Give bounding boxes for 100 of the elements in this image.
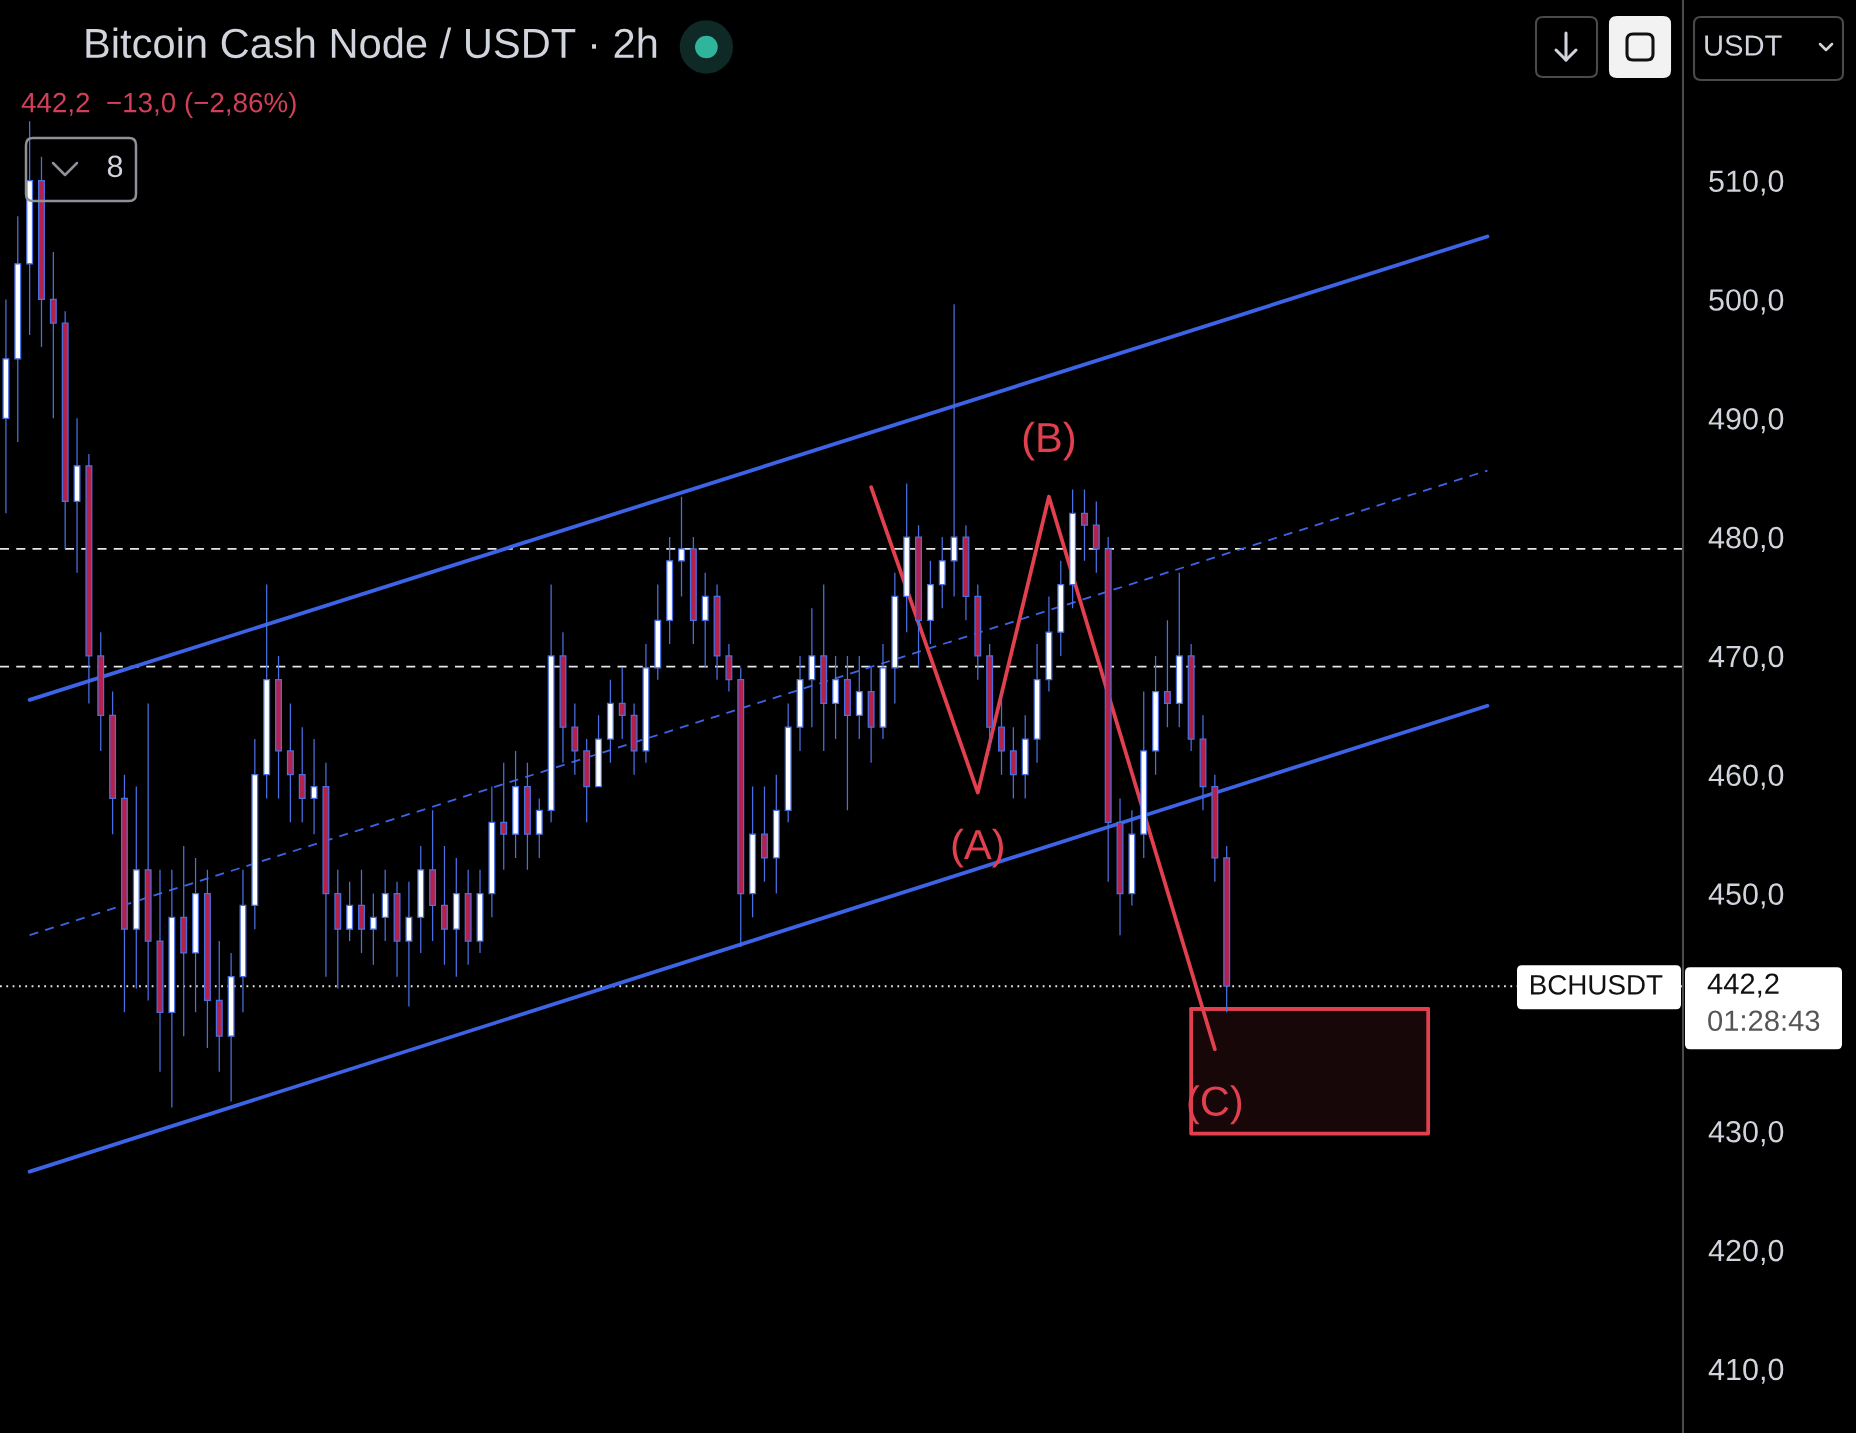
candlestick	[1223, 845, 1231, 1013]
candlestick	[132, 785, 140, 990]
candlestick	[689, 536, 697, 645]
candlestick	[393, 881, 401, 978]
y-tick-label: 510,0	[1709, 170, 1784, 196]
candlestick	[97, 631, 105, 752]
candlestick	[1080, 488, 1088, 562]
candlestick	[405, 881, 413, 1008]
candlestick	[903, 482, 911, 633]
candlestick	[1175, 572, 1183, 728]
candlestick	[938, 536, 946, 609]
text: USDT	[1705, 35, 1782, 56]
candlestick	[203, 869, 211, 1049]
candlestick	[286, 702, 294, 823]
y-tick-label: 480,0	[1708, 526, 1784, 553]
candlestick	[417, 845, 425, 954]
candlestick	[749, 785, 757, 918]
candlestick	[595, 714, 603, 788]
candlestick	[381, 869, 389, 942]
candlestick	[1104, 536, 1112, 883]
candlestick	[49, 251, 57, 419]
candlestick	[962, 524, 970, 621]
candlestick	[275, 655, 282, 800]
candlestick	[618, 667, 626, 740]
y-tick-label: 420,0	[1708, 1239, 1784, 1265]
candlestick	[120, 774, 128, 1013]
candlestick	[725, 643, 733, 693]
candlestick	[950, 303, 958, 598]
candlestick	[1199, 714, 1207, 811]
candlestick	[678, 496, 685, 598]
candlestick	[369, 892, 377, 966]
candlestick	[156, 869, 164, 1073]
candlestick	[73, 417, 81, 574]
candlestick	[630, 702, 638, 776]
candlestick	[547, 583, 555, 823]
candlestick	[109, 690, 117, 835]
candlestick	[192, 857, 200, 1013]
candlestick	[1021, 714, 1029, 800]
candlestick	[855, 655, 863, 740]
candlestick	[926, 560, 934, 645]
candlestick	[772, 774, 780, 895]
candlestick	[1092, 500, 1100, 574]
y-tick-label: 450,0	[1708, 883, 1784, 909]
candlestick	[986, 643, 994, 752]
candlestick	[512, 750, 520, 859]
candlestick	[1045, 595, 1053, 693]
candlestick	[701, 572, 709, 669]
candlestick	[85, 453, 93, 705]
candlestick	[666, 536, 674, 645]
candlestick	[523, 762, 531, 871]
candlestick	[144, 702, 152, 1002]
text: 442,2 −13,0 (−2,86%)	[21, 92, 296, 118]
candlestick	[808, 607, 816, 728]
candlestick	[998, 690, 1005, 776]
candlestick	[26, 120, 34, 336]
y-tick-label: 430,0	[1708, 1120, 1784, 1147]
candlestick	[535, 797, 543, 859]
candlestick	[571, 702, 579, 776]
data-label: (B)	[1023, 421, 1075, 461]
text: 442,2	[1707, 973, 1779, 998]
candlestick	[891, 572, 899, 705]
candlestick	[14, 215, 22, 443]
candlestick	[606, 679, 614, 764]
candlestick	[1057, 560, 1065, 657]
candlestick	[760, 785, 768, 883]
candlestick	[1140, 690, 1148, 859]
candlestick	[1116, 797, 1124, 936]
candlestick	[322, 762, 330, 978]
candlestick	[796, 655, 804, 752]
candlestick	[251, 738, 259, 930]
candlestick	[1187, 643, 1195, 752]
candlestick	[168, 869, 176, 1109]
candlestick	[1009, 726, 1017, 800]
y-tick-label: 500,0	[1709, 289, 1784, 315]
ref-line-label: BCHUSDT	[1531, 975, 1663, 995]
candlestick	[559, 631, 567, 764]
candlestick	[843, 655, 851, 811]
candlestick	[1128, 809, 1136, 907]
candlestick	[227, 952, 235, 1103]
candlestick	[310, 738, 318, 835]
candlestick	[263, 583, 271, 800]
candlestick	[215, 940, 223, 1073]
candlestick	[1152, 655, 1160, 776]
text: 01:28:43	[1708, 1010, 1820, 1032]
candlestick	[583, 738, 591, 823]
y-tick-label: 470,0	[1708, 645, 1784, 671]
y-tick-label: 490,0	[1708, 407, 1784, 434]
candlestick	[476, 869, 484, 954]
candlestick	[180, 845, 188, 1037]
candlestick	[867, 667, 875, 764]
candlestick	[440, 845, 448, 966]
candlestick	[298, 726, 306, 823]
candlestick	[820, 583, 828, 752]
data-label: (A)	[952, 828, 1003, 868]
candlestick	[464, 869, 472, 966]
candlestick	[1163, 619, 1171, 728]
candlestick	[1033, 643, 1041, 764]
candlestick	[713, 583, 721, 681]
candlestick	[346, 881, 354, 942]
candlestick	[642, 643, 650, 764]
